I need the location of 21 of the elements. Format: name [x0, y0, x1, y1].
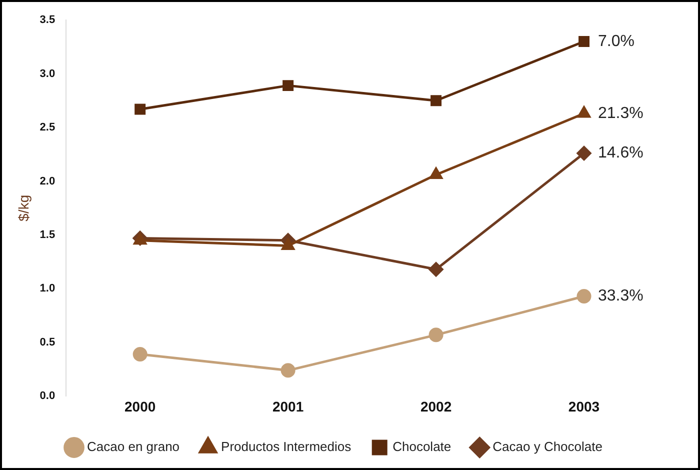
x-tick-label: 2002 [420, 398, 452, 414]
y-tick-label: 3.5 [40, 14, 56, 26]
y-tick-label: 0.5 [40, 336, 56, 348]
y-axis-title: $/kg [15, 194, 32, 222]
y-tick-label: 1.5 [40, 229, 56, 242]
annotation: 7.0% [598, 32, 634, 50]
y-tick-label: 2.5 [40, 122, 56, 134]
y-tick-label: 1.0 [40, 282, 56, 295]
annotation: 21.3% [598, 104, 644, 122]
x-tick-label: 2000 [124, 398, 156, 414]
annotation: 33.3% [598, 288, 644, 305]
y-tick-label: 3.0 [40, 68, 56, 80]
x-tick-label: 2001 [272, 398, 304, 414]
legend-label: Cacao y Chocolate [492, 439, 602, 454]
legend-label: Cacao en grano [87, 439, 180, 454]
x-tick-label: 2003 [568, 398, 600, 414]
legend-label: Chocolate [392, 439, 452, 454]
y-tick-label: 0.0 [40, 390, 56, 402]
y-tick-label: 2.0 [40, 175, 56, 188]
annotation: 14.6% [598, 144, 644, 162]
legend-label: Productos Intermedios [221, 439, 352, 454]
